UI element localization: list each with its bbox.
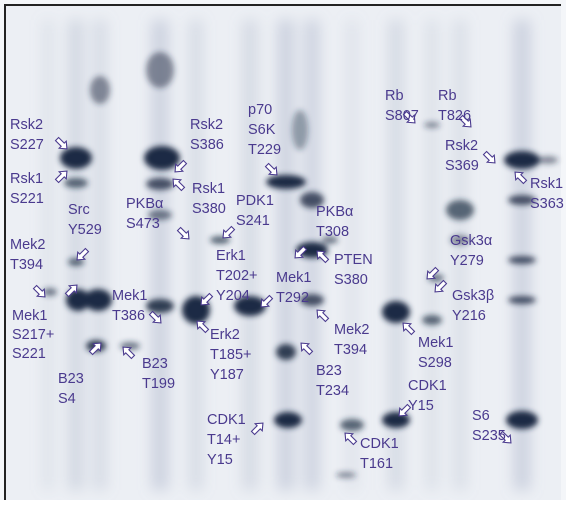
label-line: Mek2 [334, 322, 369, 338]
band [506, 411, 538, 429]
label-line: Rb [385, 88, 404, 104]
label-line: T199 [142, 376, 175, 392]
lane-smear [190, 20, 202, 490]
band [508, 296, 536, 304]
label-line: p70 [248, 102, 272, 118]
label-line: Mek1 [112, 288, 147, 304]
band [274, 412, 302, 428]
label-line: Y529 [68, 222, 102, 238]
lane-smear [44, 20, 52, 490]
label-line: S6K [248, 122, 276, 138]
band [90, 76, 110, 104]
label-line: Gsk3α [450, 233, 492, 249]
label-line: S235 [472, 428, 506, 444]
label-line: S473 [126, 216, 160, 232]
band [146, 52, 174, 88]
band [64, 178, 88, 188]
label-line: CDK1 [408, 378, 447, 394]
label-line: Rsk1 [192, 181, 225, 197]
label-line: S227 [10, 137, 44, 153]
band [292, 110, 308, 150]
label-line: S369 [445, 158, 479, 174]
lane-smear [152, 20, 168, 490]
band [382, 301, 410, 323]
label-line: S380 [334, 272, 368, 288]
label-line: Mek1 [12, 308, 47, 324]
label-line: Y15 [408, 398, 434, 414]
label-line: S298 [418, 355, 452, 371]
label-line: PKBα [316, 204, 353, 220]
label-line: Mek2 [10, 237, 45, 253]
label-line: S380 [192, 201, 226, 217]
label-line: T394 [10, 257, 43, 273]
band [144, 146, 180, 170]
band [276, 344, 296, 360]
band [84, 289, 112, 311]
band [146, 299, 174, 313]
label-line: Rsk2 [10, 117, 43, 133]
blot-figure: Rsk2 S227 Rsk1 S221 Src Y529 Mek2 T394 Mek1 S217+… [0, 0, 566, 500]
band [60, 147, 92, 169]
label-line: S4 [58, 391, 76, 407]
label-line: S386 [190, 137, 224, 153]
label-line: Rsk2 [445, 138, 478, 154]
label-line: S221 [10, 191, 44, 207]
label-line: Y15 [207, 452, 233, 468]
label-line: PDK1 [236, 193, 274, 209]
band [266, 175, 306, 189]
band [446, 200, 474, 220]
label-line: Y216 [452, 308, 486, 324]
label-line: Mek1 [418, 335, 453, 351]
label-line: T292 [276, 290, 309, 306]
lane-smear [427, 20, 437, 490]
band [504, 151, 540, 169]
label-line: T386 [112, 308, 145, 324]
label-line: Rsk1 [10, 171, 43, 187]
label-line: Rb [438, 88, 457, 104]
label-line: Mek1 [276, 270, 311, 286]
band [422, 315, 442, 325]
label-line: T229 [248, 142, 281, 158]
band [336, 472, 356, 478]
label-line: T202+ [216, 268, 258, 284]
band [340, 419, 364, 431]
label-line: T185+ [210, 347, 252, 363]
label-line: Src [68, 202, 90, 218]
label-line: Erk2 [210, 327, 240, 343]
label-line: PKBα [126, 196, 163, 212]
label-line: Rsk1 [530, 176, 563, 192]
label-line: PTEN [334, 252, 373, 268]
label-line: Y279 [450, 253, 484, 269]
label-line: Y204 [216, 288, 250, 304]
label-line: CDK1 [207, 412, 246, 428]
label-line: B23 [58, 371, 84, 387]
label-line: T234 [316, 383, 349, 399]
band [508, 256, 536, 264]
label-line: CDK1 [360, 436, 399, 452]
band [538, 156, 558, 164]
label-line: S363 [530, 196, 564, 212]
label-line: S217+ [12, 327, 54, 343]
label-line: Y187 [210, 367, 244, 383]
label-line: B23 [316, 363, 342, 379]
label-line: T14+ [207, 432, 240, 448]
label-line: T161 [360, 456, 393, 472]
label-line: Gsk3β [452, 288, 494, 304]
label-line: S221 [12, 346, 46, 362]
label-line: S807 [385, 108, 419, 124]
label-line: Rsk2 [190, 117, 223, 133]
label-line: S6 [472, 408, 490, 424]
label-line: T826 [438, 108, 471, 124]
page: {"labels": [ ["Rsk2", "S227"], ["Rsk1", … [0, 0, 566, 500]
label-line: B23 [142, 356, 168, 372]
band [146, 178, 174, 190]
label-line: T394 [334, 342, 367, 358]
label-line: Erk1 [216, 248, 246, 264]
label-line: S241 [236, 213, 270, 229]
label-line: T308 [316, 224, 349, 240]
